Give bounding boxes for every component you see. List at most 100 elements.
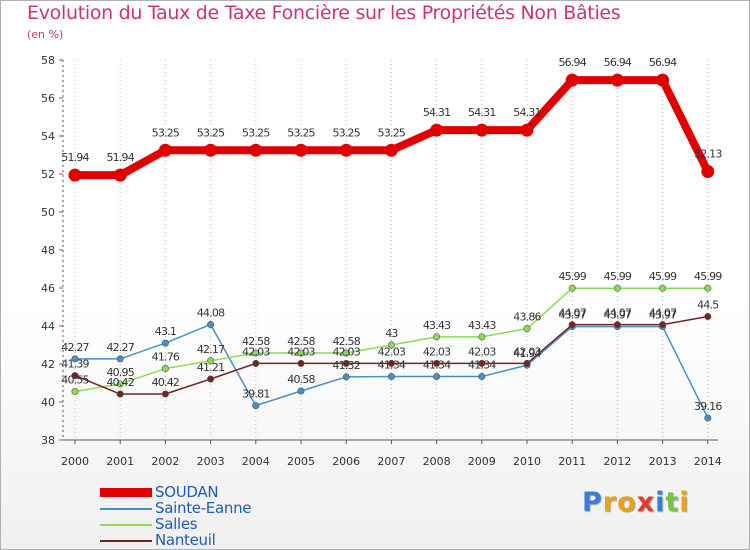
y-tick-label: 58 — [41, 54, 55, 67]
data-label-sainte-eanne: 41.34 — [468, 359, 496, 372]
data-label-nanteuil: 41.21 — [197, 361, 225, 374]
data-point-nanteuil — [568, 321, 576, 329]
data-label-sainte-eanne: 43.97 — [649, 309, 677, 322]
data-point-nanteuil — [116, 390, 124, 398]
x-tick-label: 2006 — [332, 455, 360, 468]
data-label-sainte-eanne: 39.81 — [242, 388, 270, 401]
data-point-sainte-eanne — [207, 320, 215, 328]
y-tick-label: 42 — [41, 358, 55, 371]
data-point-nanteuil — [207, 375, 215, 383]
data-point-nanteuil — [704, 312, 712, 320]
data-point-sainte-eanne — [478, 373, 486, 381]
data-label-nanteuil: 44.07 — [558, 307, 586, 320]
data-point-soudan — [113, 168, 127, 182]
data-label-salles: 42.58 — [242, 335, 270, 348]
legend-item-nanteuil: Nanteuil — [100, 531, 360, 549]
legend-item-soudan: SOUDAN — [100, 483, 360, 501]
data-label-salles: 43.43 — [423, 319, 451, 332]
data-label-nanteuil: 42.03 — [513, 345, 541, 358]
x-tick-label: 2009 — [468, 455, 496, 468]
data-point-nanteuil — [297, 359, 305, 367]
data-point-sainte-eanne — [161, 339, 169, 347]
data-point-soudan — [249, 143, 263, 157]
data-point-soudan — [520, 123, 534, 137]
data-label-salles: 45.99 — [649, 270, 677, 283]
data-label-nanteuil: 41.39 — [61, 358, 89, 371]
data-label-soudan: 53.25 — [332, 126, 360, 139]
data-point-sainte-eanne — [252, 402, 260, 410]
data-label-soudan: 53.25 — [152, 126, 180, 139]
data-label-sainte-eanne: 41.32 — [332, 359, 360, 372]
data-label-sainte-eanne: 43.1 — [155, 325, 176, 338]
data-point-nanteuil — [613, 321, 621, 329]
data-point-soudan — [565, 73, 579, 87]
legend-swatch — [100, 540, 152, 542]
data-point-salles — [568, 284, 576, 292]
logo-letter: i — [679, 487, 690, 518]
data-label-nanteuil: 42.03 — [242, 345, 270, 358]
y-tick-label: 44 — [41, 320, 55, 333]
data-point-soudan — [610, 73, 624, 87]
data-point-sainte-eanne — [297, 387, 305, 395]
data-label-sainte-eanne: 41.34 — [378, 359, 406, 372]
data-label-salles: 40.95 — [106, 366, 134, 379]
x-tick-label: 2004 — [242, 455, 270, 468]
legend-swatch — [100, 524, 152, 526]
data-label-sainte-eanne: 42.27 — [106, 341, 134, 354]
data-point-nanteuil — [342, 359, 350, 367]
axis-layer: 38 40 42 44 46 48 50 52 54 56 58 2000 2001 2002 2003 20… — [41, 54, 722, 468]
data-point-salles — [613, 284, 621, 292]
data-point-salles — [71, 388, 79, 396]
data-point-soudan — [204, 143, 218, 157]
y-tick-label: 54 — [41, 130, 55, 143]
data-label-salles: 45.99 — [558, 270, 586, 283]
legend-label: Sainte-Eanne — [155, 499, 252, 517]
x-tick-label: 2011 — [558, 455, 586, 468]
data-label-soudan: 56.94 — [649, 56, 677, 69]
legend-label: SOUDAN — [155, 483, 219, 501]
data-label-salles: 43.43 — [468, 319, 496, 332]
data-label-soudan: 53.25 — [242, 126, 270, 139]
data-label-salles: 45.99 — [694, 270, 722, 283]
data-label-soudan: 52.13 — [694, 148, 722, 161]
legend-item-sainte-eanne: Sainte-Eanne — [100, 499, 360, 517]
data-label-salles: 41.76 — [152, 351, 180, 364]
data-point-soudan — [475, 123, 489, 137]
legend-label: Nanteuil — [155, 531, 216, 549]
data-point-soudan — [339, 143, 353, 157]
data-point-salles — [478, 333, 486, 341]
data-label-nanteuil: 42.03 — [378, 345, 406, 358]
x-tick-label: 2000 — [61, 455, 89, 468]
proxiti-logo: Proxiti — [582, 487, 690, 518]
x-tick-label: 2007 — [377, 455, 405, 468]
y-tick-label: 40 — [41, 396, 55, 409]
y-tick-label: 48 — [41, 244, 55, 257]
data-label-soudan: 54.31 — [513, 106, 541, 119]
data-label-sainte-eanne: 43.97 — [558, 309, 586, 322]
data-point-sainte-eanne — [387, 373, 395, 381]
data-label-soudan: 56.94 — [604, 56, 632, 69]
data-point-sainte-eanne — [116, 355, 124, 363]
data-label-salles: 42.17 — [197, 343, 225, 356]
data-label-nanteuil: 44.5 — [697, 299, 719, 312]
data-label-salles: 42.58 — [332, 335, 360, 348]
logo-letter: P — [582, 487, 603, 518]
y-tick-label: 38 — [41, 434, 55, 447]
y-axis-unit-label: (en %) — [27, 28, 64, 41]
data-label-sainte-eanne: 41.34 — [423, 359, 451, 372]
data-label-layer: 51.94 51.94 53.25 53.25 53.25 53.25 53.25 53.25… — [61, 56, 723, 413]
x-tick-label: 2010 — [513, 455, 541, 468]
chart-title: Evolution du Taux de Taxe Foncière sur l… — [27, 2, 621, 24]
legend: SOUDAN Sainte-Eanne Salles Nanteuil — [100, 483, 360, 549]
data-label-soudan: 51.94 — [61, 151, 89, 164]
data-label-nanteuil: 42.03 — [287, 345, 315, 358]
x-tick-label: 2002 — [151, 455, 179, 468]
data-label-nanteuil: 44.07 — [604, 307, 632, 320]
y-tick-label: 46 — [41, 282, 55, 295]
logo-letter: i — [655, 487, 666, 518]
data-point-salles — [433, 333, 441, 341]
data-point-soudan — [701, 165, 715, 179]
data-point-soudan — [656, 73, 670, 87]
logo-letter: r — [602, 487, 618, 518]
